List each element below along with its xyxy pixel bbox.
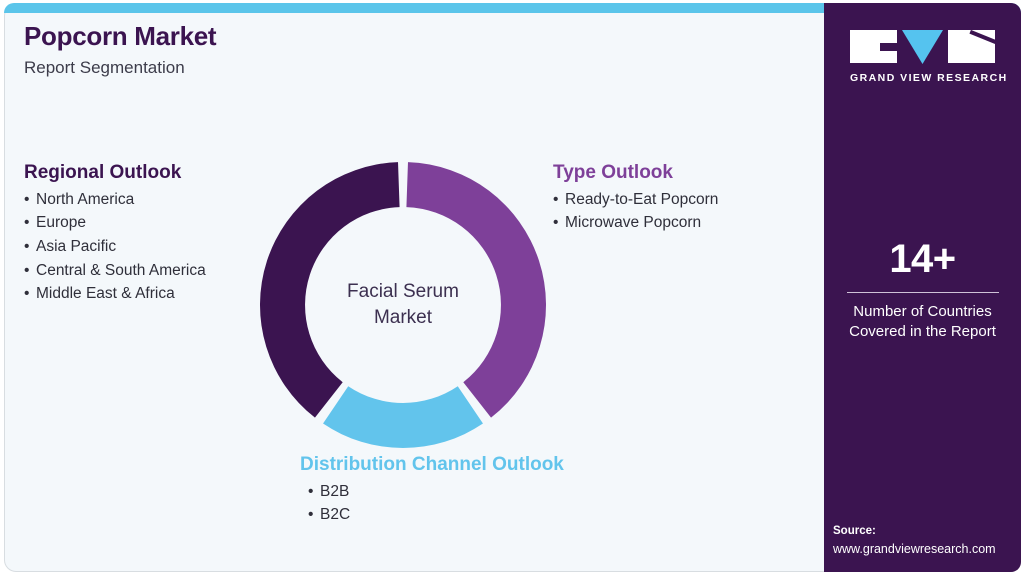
list-item: Europe — [24, 211, 206, 235]
logo-v-triangle-icon — [902, 30, 943, 64]
list-item: Middle East & Africa — [24, 282, 206, 306]
stat-value: 14+ — [889, 237, 956, 281]
logo-wordmark: GRAND VIEW RESEARCH — [850, 72, 1008, 84]
donut-segment — [323, 386, 483, 448]
type-outlook-block: Type Outlook Ready-to-Eat Popcorn Microw… — [553, 160, 718, 235]
countries-stat: 14+ Number of Countries Covered in the R… — [834, 239, 1011, 343]
list-item: B2C — [308, 503, 564, 527]
page-subtitle: Report Segmentation — [24, 57, 185, 77]
side-panel: GRAND VIEW RESEARCH 14+ Number of Countr… — [824, 3, 1021, 572]
stat-label-line-1: Number of Countries — [853, 303, 992, 320]
stat-label-line-2: Covered in the Report — [849, 323, 996, 341]
donut-segment-group — [260, 162, 546, 448]
regional-outlook-list: North America Europe Asia Pacific Centra… — [24, 188, 206, 307]
donut-chart: Facial Serum Market — [260, 162, 546, 448]
header: Popcorn Market Report Segmentation — [24, 21, 624, 78]
logo-r-icon — [948, 30, 995, 63]
list-item: Ready-to-Eat Popcorn — [553, 188, 718, 212]
donut-segment — [260, 162, 400, 418]
list-item: Central & South America — [24, 259, 206, 283]
stat-divider — [846, 292, 999, 293]
distribution-channel-outlook-list: B2B B2C — [300, 480, 564, 527]
top-accent-bar — [4, 3, 1021, 13]
source-label: Source: — [833, 525, 876, 538]
logo-marks — [850, 30, 995, 65]
page-title: Popcorn Market — [24, 21, 217, 51]
distribution-channel-outlook-title: Distribution Channel Outlook — [300, 454, 564, 475]
type-outlook-title: Type Outlook — [553, 162, 673, 183]
grand-view-research-logo: GRAND VIEW RESEARCH — [850, 30, 1008, 84]
list-item: Microwave Popcorn — [553, 211, 718, 235]
logo-g-icon — [850, 30, 897, 63]
donut-chart-svg — [260, 162, 546, 448]
regional-outlook-title: Regional Outlook — [24, 162, 182, 183]
type-outlook-list: Ready-to-Eat Popcorn Microwave Popcorn — [553, 188, 718, 235]
list-item: B2B — [308, 480, 564, 504]
distribution-channel-outlook-block: Distribution Channel Outlook B2B B2C — [300, 452, 564, 527]
donut-segment — [406, 162, 546, 418]
list-item: North America — [24, 188, 206, 212]
source-url[interactable]: www.grandviewresearch.com — [833, 541, 996, 556]
regional-outlook-block: Regional Outlook North America Europe As… — [24, 160, 206, 306]
source-block: Source: www.grandviewresearch.com — [833, 523, 1021, 558]
list-item: Asia Pacific — [24, 235, 206, 259]
